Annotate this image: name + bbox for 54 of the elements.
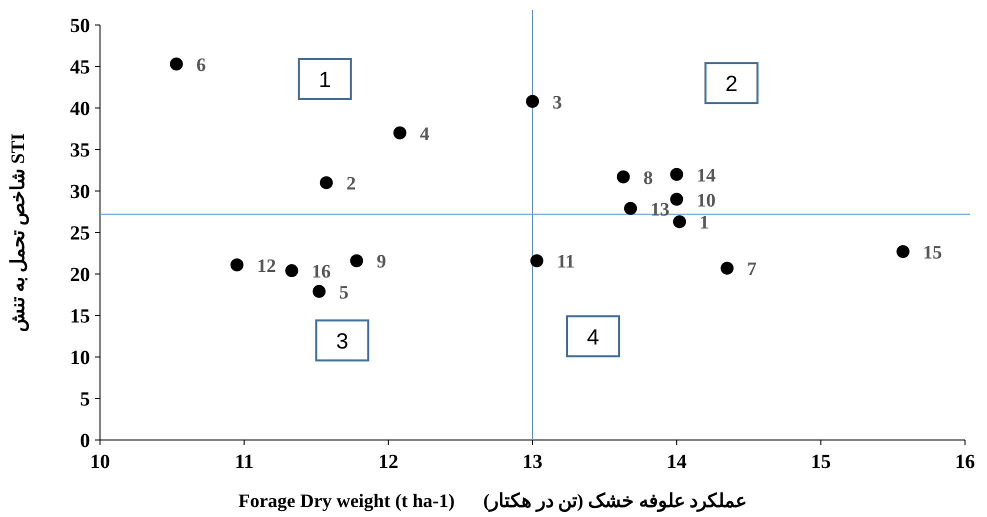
x-tick-label: 15 [810, 451, 831, 473]
point [285, 264, 298, 278]
x-tick-label: 14 [666, 451, 687, 473]
point [350, 254, 364, 268]
y-tick-label: 0 [80, 430, 90, 452]
point [616, 170, 630, 184]
y-tick-label: 35 [70, 140, 90, 162]
point [670, 192, 684, 206]
y-tick-label: 50 [70, 15, 90, 37]
point [230, 258, 244, 272]
annotation: 7 [747, 259, 758, 280]
y-tick-label: 45 [70, 56, 90, 78]
annotation: 6 [196, 55, 206, 76]
annotation: 15 [923, 242, 942, 264]
point [320, 176, 333, 190]
x-tick-label: 12 [378, 451, 398, 473]
annotation: 9 [376, 252, 386, 273]
x-tick-label: 16 [955, 451, 975, 473]
y-tick-label: 5 [80, 388, 90, 410]
annotation: 2 [346, 174, 356, 195]
point [624, 202, 638, 215]
annotation: 8 [643, 168, 653, 189]
annotation: 4 [420, 124, 430, 145]
annotation: 1 [700, 212, 710, 234]
annotation: 2 [725, 71, 738, 96]
annotation: 16 [312, 262, 331, 283]
y-tick-label: 30 [70, 181, 90, 203]
annotation: 1 [318, 66, 332, 92]
x-tick-label: 11 [234, 451, 254, 473]
y-tick-label: 15 [70, 306, 90, 328]
annotation: 10 [696, 190, 716, 212]
point [170, 58, 183, 71]
point [530, 254, 544, 268]
x-tick-label: 13 [522, 451, 542, 473]
point [393, 126, 406, 140]
annotation: 3 [552, 92, 562, 114]
point [673, 215, 686, 228]
point [670, 168, 684, 181]
point [720, 262, 734, 275]
annotation: 14 [696, 165, 716, 186]
y-tick-label: 25 [70, 222, 90, 244]
annotation: 11 [556, 252, 575, 273]
annotation: 4 [586, 324, 600, 350]
y-axis-title: شاخص تحمل به تنش STI [8, 133, 29, 332]
annotation: 5 [339, 282, 349, 304]
annotation: 3 [336, 328, 348, 354]
y-tick-label: 10 [70, 347, 90, 369]
annotation: 12 [256, 256, 276, 277]
point [526, 94, 539, 108]
y-tick-label: 40 [70, 98, 90, 120]
x-axis-title: Forage Dry weight (t ha-1) عملکرد علوفه خشک (تن در هکتار) [238, 491, 747, 512]
point [896, 245, 910, 258]
point [312, 284, 326, 298]
y-tick-label: 20 [70, 264, 90, 286]
